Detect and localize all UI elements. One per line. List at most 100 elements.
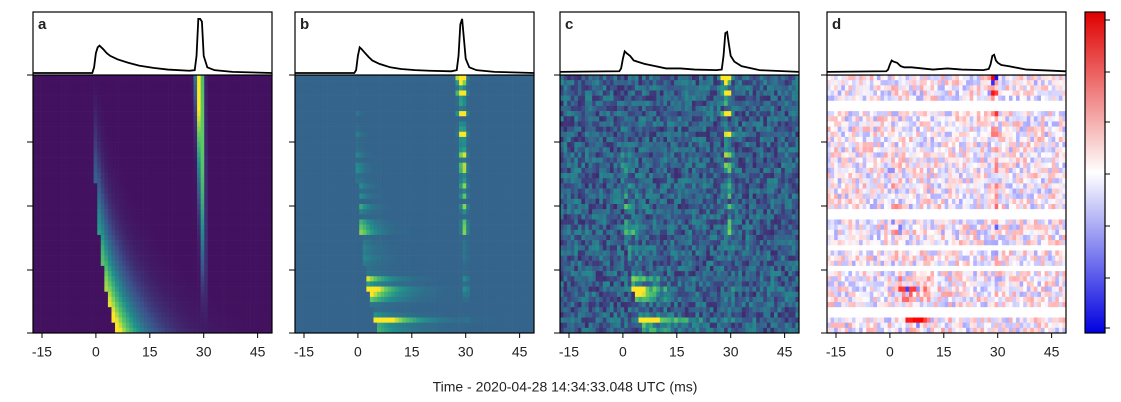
heatmap-cell	[79, 312, 84, 318]
heatmap-cell	[261, 193, 266, 200]
heatmap-cell	[268, 162, 273, 169]
heatmap-cell	[193, 142, 198, 148]
heatmap-cell	[132, 80, 137, 86]
heatmap-cell	[373, 75, 378, 81]
heatmap-cell	[319, 157, 324, 164]
heatmap-cell	[264, 157, 269, 164]
heatmap-cell	[211, 224, 216, 231]
heatmap-cell	[319, 173, 324, 179]
heatmap-cell	[416, 85, 421, 91]
heatmap-cell	[261, 296, 266, 303]
heatmap-cell	[391, 121, 396, 127]
heatmap-cell	[316, 95, 321, 102]
heatmap-cell	[337, 75, 342, 81]
heatmap-cell	[33, 147, 37, 153]
heatmap-cell	[434, 95, 438, 102]
heatmap-cell	[441, 178, 446, 184]
heatmap-cell	[359, 80, 364, 86]
heatmap-cell	[409, 167, 414, 174]
heatmap-cell	[416, 178, 421, 184]
heatmap-cell	[97, 250, 102, 256]
heatmap-cell	[434, 173, 438, 179]
heatmap-cell	[355, 95, 360, 102]
heatmap-cell	[232, 90, 237, 96]
heatmap-cell	[182, 250, 187, 256]
heatmap-cell	[236, 126, 241, 133]
heatmap-cell	[100, 327, 105, 334]
heatmap-cell	[50, 116, 55, 122]
heatmap-cell	[476, 121, 481, 127]
x-tick-label: 15	[142, 344, 158, 360]
heatmap-cell	[498, 152, 503, 158]
heatmap-cell	[225, 260, 230, 267]
heatmap-cell	[93, 322, 98, 329]
heatmap-cell	[93, 209, 98, 215]
heatmap-cell	[232, 281, 237, 287]
heatmap-cell	[193, 126, 198, 133]
heatmap-cell	[107, 183, 112, 189]
heatmap-cell	[200, 245, 205, 251]
heatmap-cell	[409, 188, 414, 194]
heatmap-cell	[82, 80, 87, 86]
heatmap-cell	[193, 90, 198, 96]
heatmap-cell	[309, 167, 314, 174]
heatmap-cell	[384, 111, 389, 117]
heatmap-cell	[225, 131, 230, 138]
heatmap-cell	[179, 276, 184, 282]
heatmap-cell	[193, 111, 198, 117]
heatmap-cell	[100, 204, 105, 210]
heatmap-cell	[344, 136, 349, 143]
heatmap-cell	[501, 152, 506, 158]
heatmap-cell	[189, 271, 194, 277]
heatmap-cell	[140, 95, 144, 102]
heatmap-cell	[125, 142, 130, 148]
heatmap-cell	[247, 302, 251, 308]
heatmap-cell	[264, 131, 269, 138]
heatmap-cell	[334, 121, 339, 127]
heatmap-cell	[90, 317, 94, 323]
heatmap-cell	[57, 265, 62, 272]
heatmap-cell	[302, 121, 306, 127]
heatmap-cell	[341, 126, 346, 133]
heatmap-cell	[501, 80, 506, 86]
heatmap-cell	[164, 85, 169, 91]
heatmap-cell	[140, 234, 144, 241]
heatmap-cell	[222, 178, 226, 184]
heatmap-cell	[168, 240, 173, 246]
heatmap-cell	[359, 193, 364, 200]
heatmap-cell	[93, 173, 98, 179]
heatmap-cell	[136, 271, 141, 277]
heatmap-cell	[168, 193, 173, 200]
heatmap-cell	[129, 147, 134, 153]
heatmap-cell	[519, 188, 524, 194]
heatmap-cell	[189, 307, 194, 313]
heatmap-cell	[451, 193, 456, 200]
colorbar	[1084, 11, 1106, 334]
heatmap-cell	[140, 286, 144, 293]
heatmap-cell	[476, 116, 481, 122]
heatmap-cell	[72, 255, 77, 262]
heatmap-cell	[250, 136, 255, 143]
heatmap-cell	[261, 167, 266, 174]
heatmap-cell	[61, 209, 66, 215]
heatmap-cell	[257, 322, 262, 329]
heatmap-cell	[498, 193, 503, 200]
heatmap-cell	[373, 152, 378, 158]
heatmap-cell	[161, 85, 166, 91]
heatmap-cell	[118, 327, 123, 334]
heatmap-cell	[150, 167, 155, 174]
heatmap-cell	[197, 317, 201, 323]
heatmap-cell	[172, 302, 176, 308]
heatmap-cell	[309, 136, 314, 143]
heatmap-cell	[86, 142, 91, 148]
heatmap-cell	[261, 105, 266, 112]
heatmap-cell	[43, 173, 48, 179]
heatmap-cell	[82, 121, 87, 127]
heatmap-cell	[154, 276, 159, 282]
heatmap-cell	[68, 85, 73, 91]
heatmap-cell	[243, 307, 248, 313]
heatmap-cell	[512, 142, 517, 148]
heatmap-cell	[218, 188, 223, 194]
heatmap-cell	[132, 75, 137, 81]
heatmap-cell	[193, 167, 198, 174]
